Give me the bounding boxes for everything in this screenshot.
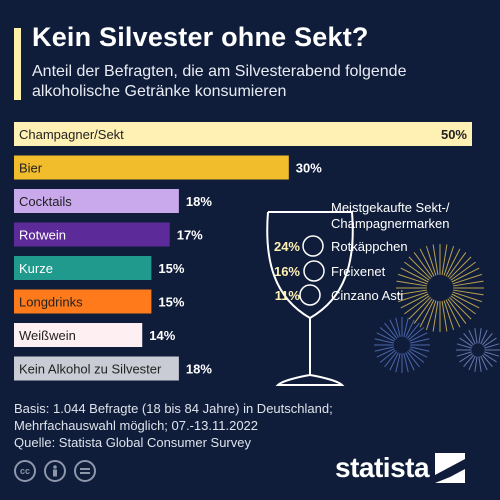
- cc-icon[interactable]: cc: [14, 460, 36, 482]
- brand-share-value: 11%: [275, 288, 301, 303]
- bar-value-label: 17%: [177, 228, 203, 243]
- bar-category-label: Kein Alkohol zu Silvester: [19, 362, 162, 377]
- bar-value-label: 18%: [186, 194, 212, 209]
- bar-category-label: Longdrinks: [19, 295, 83, 310]
- fireworks-decoration: [374, 244, 500, 373]
- bar-value-label: 14%: [149, 328, 175, 343]
- bar: [14, 356, 179, 381]
- bar-category-label: Champagner/Sekt: [19, 127, 124, 142]
- bubble-circle: [299, 284, 321, 306]
- brand-name: Cinzano Asti: [331, 288, 403, 303]
- bar-series: Champagner/Sekt 50% Bier 30% Cocktails 18% Rot…: [14, 122, 472, 381]
- brand-name: Rotkäppchen: [331, 239, 408, 254]
- brand-share-value: 16%: [274, 264, 300, 279]
- footer-line: Basis: 1.044 Befragte (18 bis 84 Jahre) …: [14, 401, 333, 416]
- brand-name: Freixenet: [331, 264, 386, 279]
- brand-share-value: 24%: [274, 239, 300, 254]
- bar-value-label: 15%: [158, 295, 184, 310]
- brand-table: Meistgekaufte Sekt-/Champagnermarken 24% R…: [274, 200, 450, 306]
- footer-notes: Basis: 1.044 Befragte (18 bis 84 Jahre) …: [14, 400, 333, 451]
- page-subtitle: Anteil der Befragten, die am Silvesterab…: [32, 63, 407, 100]
- bar: [14, 189, 179, 213]
- bar-category-label: Kurze: [19, 261, 53, 276]
- bar-category-label: Rotwein: [19, 228, 66, 243]
- bar-category-label: Weißwein: [19, 328, 76, 343]
- glass-illustration: [266, 211, 354, 386]
- bar: [14, 155, 289, 180]
- bar: [14, 323, 143, 347]
- logo-text: statista: [335, 452, 430, 483]
- page-title: Kein Silvester ohne Sekt?: [32, 22, 369, 52]
- bubble-circle: [303, 260, 325, 282]
- bar-category-label: Bier: [19, 161, 43, 176]
- bar-category-label: Cocktails: [19, 194, 72, 209]
- statista-mark-icon: [435, 453, 466, 483]
- statista-logo[interactable]: statista: [335, 452, 466, 484]
- by-icon[interactable]: [44, 460, 66, 482]
- title-accent-bar: [14, 28, 21, 100]
- bar: [14, 222, 170, 247]
- bar-value-label: 18%: [186, 362, 212, 377]
- footer-line: Mehrfachauswahl möglich; 07.-13.11.2022: [14, 418, 259, 433]
- brand-table-title: Champagnermarken: [331, 216, 450, 231]
- bar: [14, 256, 152, 280]
- bubble-circle: [302, 235, 324, 257]
- brand-table-title: Meistgekaufte Sekt-/: [331, 200, 450, 215]
- bar-value-label: 30%: [296, 161, 322, 176]
- bar-value-label: 15%: [158, 261, 184, 276]
- license-icons: cc: [14, 460, 96, 482]
- bar-value-label: 50%: [441, 127, 467, 142]
- equals-icon[interactable]: [74, 460, 96, 482]
- footer-line: Quelle: Statista Global Consumer Survey: [14, 435, 251, 450]
- bar: [14, 289, 152, 314]
- bar: [14, 122, 472, 146]
